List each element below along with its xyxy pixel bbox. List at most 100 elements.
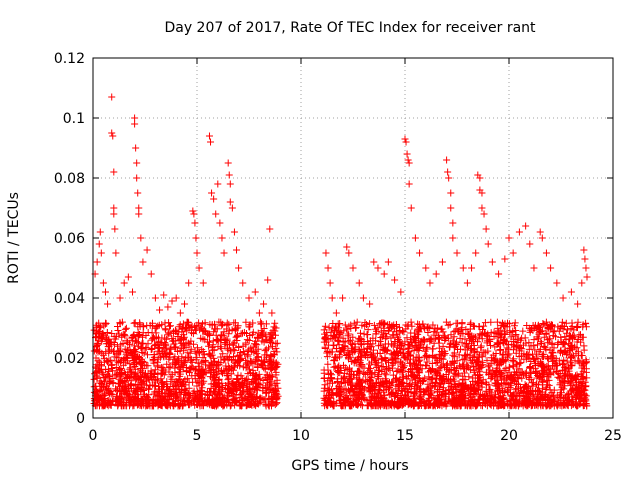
data-point [207, 138, 215, 146]
data-point [472, 249, 480, 257]
data-point [164, 303, 172, 311]
data-point [245, 294, 253, 302]
data-point [326, 279, 334, 287]
data-point [328, 294, 336, 302]
data-point [449, 219, 457, 227]
data-point [264, 276, 272, 284]
data-point [260, 300, 268, 308]
data-point [553, 279, 561, 287]
data-point [99, 279, 107, 287]
y-tick-label: 0.04 [54, 291, 85, 307]
data-point [374, 264, 382, 272]
y-tick-label: 0.12 [54, 51, 85, 67]
data-point [411, 234, 419, 242]
data-point [484, 240, 492, 248]
data-point [109, 132, 117, 140]
data-point [133, 159, 141, 167]
data-point [453, 249, 461, 257]
x-axis-label: GPS time / hours [291, 458, 408, 474]
y-tick-label: 0.06 [54, 231, 85, 247]
data-point [129, 288, 137, 296]
data-point [567, 288, 575, 296]
data-point [370, 258, 378, 266]
data-point [501, 255, 509, 263]
data-point [239, 279, 247, 287]
data-point [322, 249, 330, 257]
data-point [189, 207, 197, 215]
data-point [212, 210, 220, 218]
data-point [160, 291, 168, 299]
data-point [131, 114, 139, 122]
y-tick-label: 0 [76, 411, 85, 427]
data-point [193, 249, 201, 257]
data-point [134, 189, 142, 197]
data-points-dense-band [90, 318, 591, 410]
data-point [478, 204, 486, 212]
data-point [135, 204, 143, 212]
data-point [255, 309, 263, 317]
data-point [482, 225, 490, 233]
data-point [226, 180, 234, 188]
data-point [403, 150, 411, 158]
data-point [515, 228, 523, 236]
data-point [405, 159, 413, 167]
data-point [580, 246, 588, 254]
data-point [447, 189, 455, 197]
data-point [176, 309, 184, 317]
x-tick-label: 25 [604, 428, 622, 444]
data-point [384, 258, 392, 266]
data-point [96, 228, 104, 236]
data-point [581, 255, 589, 263]
data-point [135, 210, 143, 218]
data-point [185, 279, 193, 287]
data-point [505, 234, 513, 242]
data-point [137, 234, 145, 242]
data-point [266, 225, 274, 233]
data-points [90, 93, 591, 410]
data-point [104, 300, 112, 308]
data-point [407, 204, 415, 212]
plot-frame [92, 57, 614, 419]
data-point [235, 264, 243, 272]
data-point [476, 174, 484, 182]
data-point [343, 243, 351, 251]
x-tick-label: 5 [193, 428, 202, 444]
data-point [172, 294, 180, 302]
data-point [108, 129, 116, 137]
data-point [224, 159, 232, 167]
data-point [268, 309, 276, 317]
data-point [147, 270, 155, 278]
data-point [536, 228, 544, 236]
data-point [233, 246, 241, 254]
data-point [226, 198, 234, 206]
data-point [509, 249, 517, 257]
data-point [208, 189, 216, 197]
data-point [426, 279, 434, 287]
data-point [468, 264, 476, 272]
data-point [225, 171, 233, 179]
x-tick-label: 20 [500, 428, 518, 444]
data-point [139, 258, 147, 266]
data-point [131, 120, 139, 128]
data-point [538, 234, 546, 242]
data-point [95, 240, 103, 248]
data-point [124, 273, 132, 281]
data-point [447, 204, 455, 212]
data-point [156, 306, 164, 314]
data-point [422, 264, 430, 272]
data-point [404, 156, 412, 164]
data-point [181, 300, 189, 308]
data-point [443, 156, 451, 164]
data-point [251, 288, 259, 296]
data-point [574, 300, 582, 308]
tick-labels: 0 5 10 15 20 25 0 0.02 0.04 0.06 0.08 0.1 0.12 [54, 51, 622, 444]
data-point [488, 258, 496, 266]
data-point [349, 264, 357, 272]
data-point [192, 234, 200, 242]
data-point [97, 249, 105, 257]
data-point [542, 249, 550, 257]
data-point [547, 264, 555, 272]
data-point [108, 93, 116, 101]
data-point [391, 276, 399, 284]
